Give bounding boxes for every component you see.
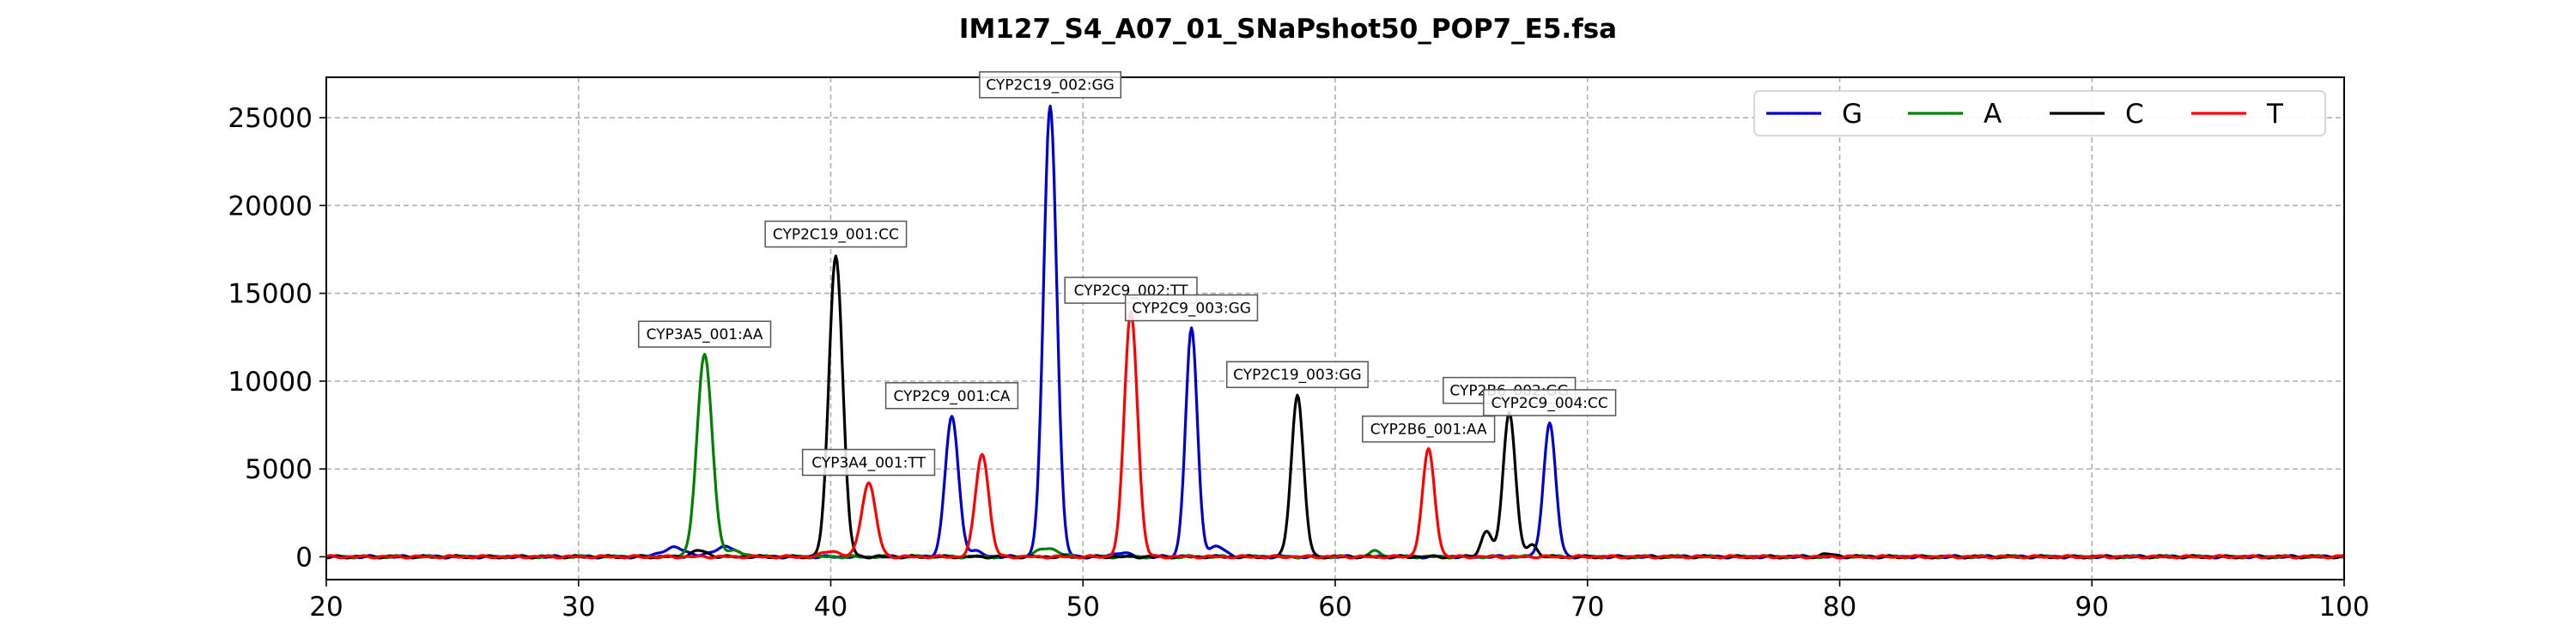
x-tick-label: 90 <box>2075 592 2109 623</box>
annotation-text: CYP2B6_001:AA <box>1370 422 1487 439</box>
x-tick-label: 80 <box>1823 592 1856 623</box>
legend-box <box>1753 90 2326 137</box>
annotation-text: CYP2C9_003:GG <box>1132 301 1251 318</box>
annotation-text: CYP2C19_002:GG <box>986 77 1115 94</box>
y-tick-label: 25000 <box>228 103 313 134</box>
annotation-label: CYP2C9_003:GG <box>1124 294 1259 322</box>
annotation-label: CYP2C19_001:CC <box>764 220 908 248</box>
annotation-box <box>979 70 1122 99</box>
peak-annotations: CYP3A5_001:AA CYP2C19_001:CC CYP3A4_001:TT… <box>637 70 1617 477</box>
annotation-label: CYP2B6_001:AA <box>1362 415 1496 443</box>
series-line-T <box>326 310 2344 560</box>
x-tick-label: 20 <box>309 592 343 623</box>
annotation-box <box>801 448 936 477</box>
y-tick-label: 10000 <box>228 367 313 398</box>
annotation-text: CYP3A4_001:TT <box>811 455 926 472</box>
y-tick-label: 20000 <box>228 191 313 222</box>
annotation-box <box>1362 415 1496 443</box>
annotation-box <box>884 382 1019 410</box>
legend-label-C: C <box>2125 99 2144 130</box>
x-tick-label: 70 <box>1571 592 1604 623</box>
series-layer <box>326 104 2344 560</box>
annotation-box <box>1483 389 1617 416</box>
axis-ticks: 20 30 40 50 60 70 80 90 100 0 5000 10000 15000 20000 2… <box>228 103 2369 623</box>
annotation-label: CYP3A5_001:AA <box>637 320 772 348</box>
x-tick-label: 100 <box>2318 592 2369 623</box>
annotation-box <box>1124 294 1259 322</box>
legend-label-T: T <box>2266 99 2284 130</box>
x-tick-label: 50 <box>1066 592 1100 623</box>
annotation-text: CYP2C9_001:CA <box>894 388 1011 405</box>
annotation-label: CYP2C19_003:GG <box>1225 361 1369 388</box>
y-tick-label: 0 <box>295 542 313 573</box>
annotation-label: CYP2C9_001:CA <box>884 382 1019 410</box>
x-tick-label: 40 <box>814 592 848 623</box>
y-tick-label: 15000 <box>228 279 313 310</box>
legend-label-G: G <box>1842 99 1862 130</box>
annotation-text: CYP2C19_003:GG <box>1233 367 1362 384</box>
x-tick-label: 30 <box>562 592 595 623</box>
x-tick-label: 60 <box>1318 592 1352 623</box>
annotation-label: CYP2C19_002:GG <box>979 70 1122 99</box>
annotation-box <box>637 320 772 348</box>
chart-title: IM127_S4_A07_01_SNaPshot50_POP7_E5.fsa <box>959 14 1617 45</box>
annotation-label: CYP2C9_004:CC <box>1483 389 1617 416</box>
y-tick-label: 5000 <box>245 454 313 485</box>
annotation-text: CYP2C9_004:CC <box>1492 395 1608 412</box>
annotation-box <box>764 220 908 248</box>
annotation-box <box>1225 361 1369 388</box>
annotation-text: CYP2C19_001:CC <box>773 227 899 244</box>
annotation-label: CYP3A4_001:TT <box>801 448 936 477</box>
grid-lines <box>325 77 2345 580</box>
legend-label-A: A <box>1984 99 2002 130</box>
annotation-text: CYP3A5_001:AA <box>647 326 763 343</box>
